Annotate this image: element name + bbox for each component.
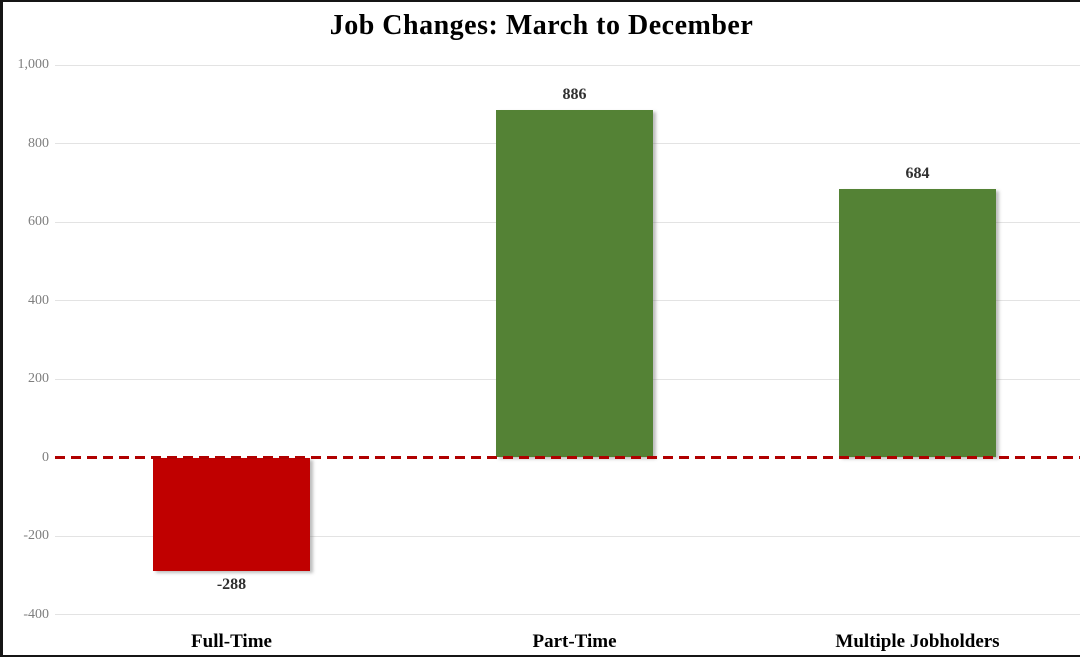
bar-part-time: [496, 109, 653, 458]
gridline: [55, 614, 1080, 615]
y-axis-tick-label: 0: [42, 449, 49, 465]
y-axis-tick-label: -400: [23, 606, 49, 622]
bar-full-time: [153, 457, 310, 571]
y-axis-tick-label: -200: [23, 528, 49, 543]
bar-multiple-jobholders: [839, 189, 996, 458]
x-axis-category-label: Part-Time: [532, 631, 617, 652]
gridline: [55, 64, 1080, 66]
bar-value-label: 886: [562, 85, 587, 103]
y-axis-tick-label: 400: [28, 292, 49, 308]
y-axis-tick-label: 600: [28, 214, 49, 229]
x-axis-category-label: Full-Time: [191, 631, 272, 652]
y-axis-tick-label: 800: [28, 135, 49, 151]
y-axis-tick-label: 1,000: [17, 57, 50, 72]
y-axis-tick-label: 200: [28, 371, 49, 386]
x-axis-category-label: Multiple Jobholders: [835, 631, 1000, 652]
zero-baseline-dashed-line: [55, 456, 1080, 459]
bar-value-label: 684: [905, 165, 930, 183]
chart-title: Job Changes: March to December: [329, 10, 754, 41]
bar-value-label: -288: [216, 575, 247, 593]
gridline: [55, 535, 1080, 537]
